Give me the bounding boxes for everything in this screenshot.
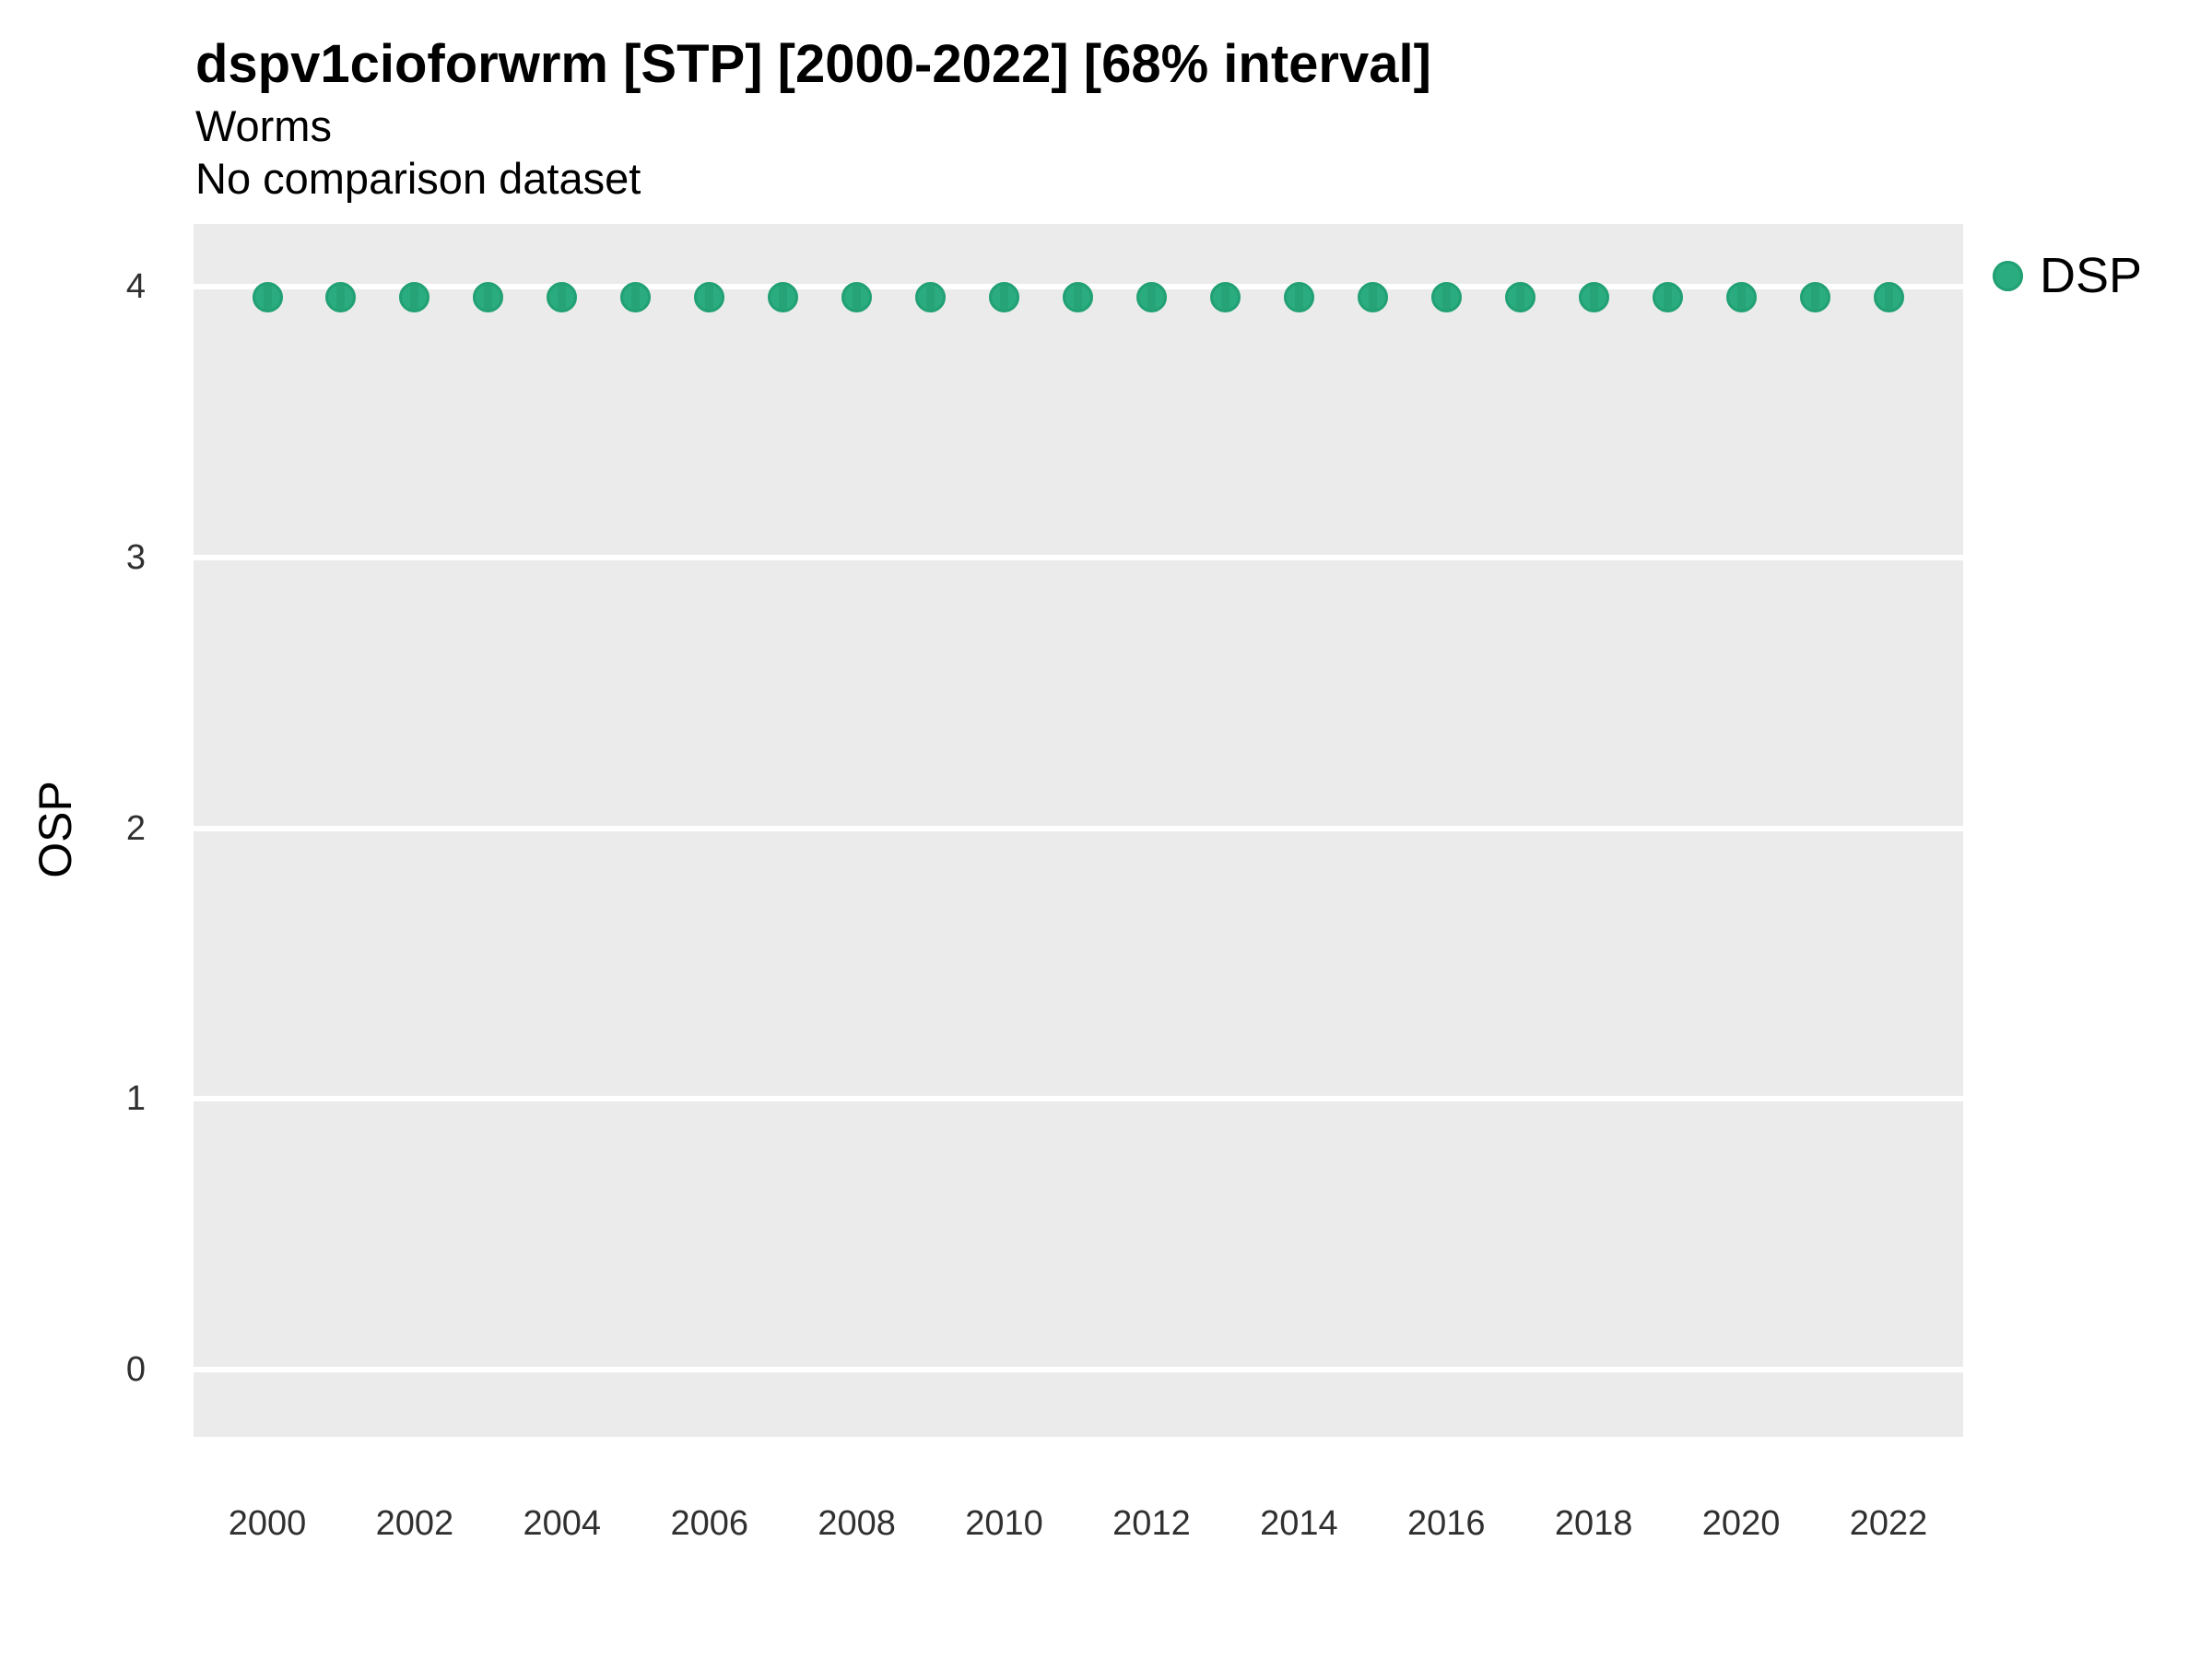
x-tick-label-2010: 2010: [965, 1504, 1043, 1543]
data-point-2015[interactable]: [1357, 282, 1388, 313]
gridline-y-1: [194, 1096, 1963, 1102]
data-point-2022[interactable]: [1873, 282, 1904, 313]
data-point-2013[interactable]: [1209, 282, 1241, 313]
legend-dsp-label: DSP: [2040, 248, 2143, 303]
gridline-y-2: [194, 825, 1963, 831]
x-tick-label-2000: 2000: [228, 1504, 307, 1543]
data-point-2014[interactable]: [1283, 282, 1314, 313]
data-point-2005[interactable]: [620, 282, 652, 313]
x-tick-label-2008: 2008: [818, 1504, 896, 1543]
x-tick-label-2020: 2020: [1701, 1504, 1781, 1543]
data-point-2012[interactable]: [1135, 282, 1167, 313]
data-point-2000[interactable]: [252, 282, 283, 313]
data-point-2016[interactable]: [1430, 282, 1462, 313]
x-tick-label-2016: 2016: [1406, 1504, 1486, 1543]
y-tick-label-3: 3: [125, 537, 146, 577]
legend[interactable]: DSP: [1993, 249, 2142, 302]
data-point-2021[interactable]: [1799, 282, 1830, 313]
data-point-2006[interactable]: [694, 282, 725, 313]
x-tick-label-2022: 2022: [1849, 1504, 1928, 1543]
gridline-y-0: [194, 1367, 1963, 1372]
x-tick-label-2004: 2004: [523, 1504, 602, 1543]
gridline-y-3: [194, 554, 1963, 560]
chart-subtitle: Worms: [195, 101, 332, 150]
data-point-2004[interactable]: [547, 282, 578, 313]
data-point-2019[interactable]: [1652, 282, 1683, 313]
data-point-2002[interactable]: [399, 282, 430, 313]
y-tick-label-1: 1: [125, 1079, 146, 1119]
data-point-2018[interactable]: [1578, 282, 1609, 313]
data-point-2007[interactable]: [768, 282, 799, 313]
x-tick-label-2006: 2006: [670, 1504, 748, 1543]
comparison-note: No comparison dataset: [195, 154, 641, 203]
x-tick-label-2012: 2012: [1112, 1504, 1191, 1543]
x-tick-label-2014: 2014: [1260, 1504, 1338, 1543]
data-point-2011[interactable]: [1063, 282, 1093, 313]
chart-title: dspv1cioforwrm [STP] [2000-2022] [68% in…: [195, 34, 1431, 94]
y-tick-label-4: 4: [125, 267, 146, 306]
data-point-2010[interactable]: [989, 282, 1020, 313]
plot-panel: [194, 224, 1963, 1437]
x-tick-label-2018: 2018: [1554, 1504, 1633, 1543]
legend-dsp-swatch-icon: [1993, 260, 2023, 291]
x-tick-label-2002: 2002: [375, 1504, 454, 1543]
data-point-2017[interactable]: [1504, 282, 1535, 313]
y-tick-label-0: 0: [125, 1350, 146, 1389]
data-point-2003[interactable]: [473, 282, 504, 313]
data-point-2009[interactable]: [915, 282, 947, 313]
data-point-2020[interactable]: [1725, 282, 1757, 313]
data-point-2001[interactable]: [325, 282, 357, 313]
data-point-2008[interactable]: [841, 282, 873, 313]
y-tick-label-2: 2: [125, 808, 146, 848]
